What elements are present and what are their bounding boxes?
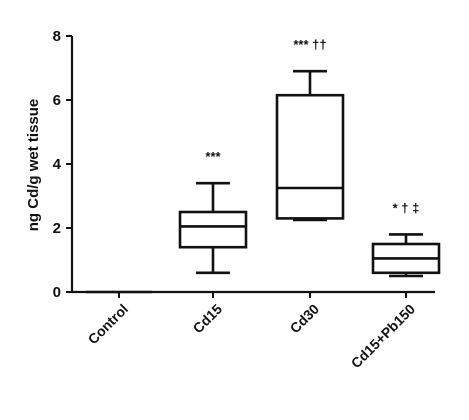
- x-tick-label: Cd15+Pb150: [348, 301, 419, 372]
- x-tick-label: Control: [85, 301, 132, 348]
- y-tick-label: 8: [53, 28, 61, 45]
- x-tick-label: Cd15: [190, 301, 226, 337]
- significance-annotation: *** ††: [293, 37, 326, 52]
- box-cd30: *** ††: [275, 37, 345, 222]
- y-axis-ticks: 0 2 4 6 8: [53, 28, 72, 301]
- y-tick-label: 4: [53, 156, 62, 173]
- x-axis-ticks: Control Cd15 Cd30 Cd15+Pb150: [85, 292, 419, 372]
- y-tick-label: 0: [53, 284, 61, 301]
- iqr-box: [275, 93, 345, 220]
- y-tick-label: 6: [53, 92, 61, 109]
- y-tick-label: 2: [53, 220, 61, 237]
- iqr-box: [178, 210, 248, 249]
- significance-annotation: * † ‡: [393, 200, 420, 215]
- box-cd15-pb150: * † ‡: [371, 200, 441, 278]
- significance-annotation: ***: [205, 149, 221, 164]
- boxes-group: *** *** †† * † ‡: [86, 37, 441, 294]
- x-tick-label: Cd30: [287, 301, 323, 337]
- box-cd15: ***: [178, 149, 248, 275]
- y-axis-title: ng Cd/g wet tissue: [25, 99, 42, 232]
